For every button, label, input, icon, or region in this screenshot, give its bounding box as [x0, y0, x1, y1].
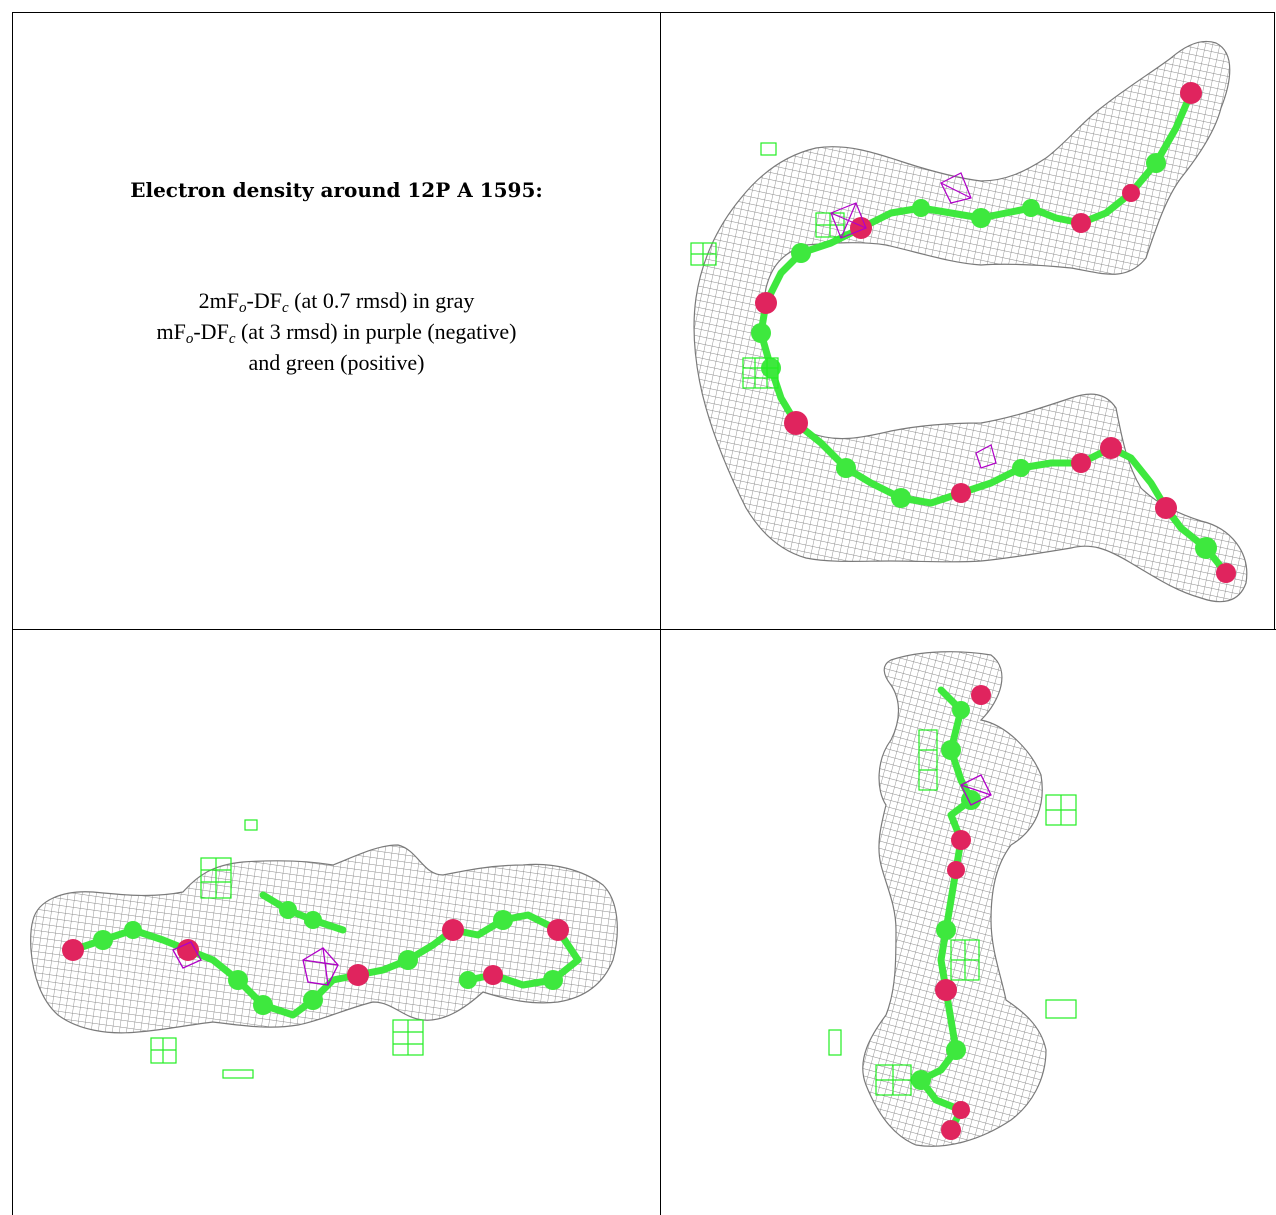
legend-line2-b: -DF — [193, 319, 229, 344]
positive-difference-density — [690, 142, 845, 389]
legend-line1-a-sub: o — [239, 300, 247, 316]
table-border-right — [1274, 12, 1275, 629]
positive-difference-density — [828, 729, 1077, 1096]
figure-table: Electron density around 12P A 1595: 2mFo… — [12, 12, 1276, 1215]
table-border-top — [12, 12, 1274, 13]
legend-line1-b-sub: c — [281, 300, 289, 316]
legend-line2-a: mF — [156, 319, 186, 344]
molecule-atoms — [62, 901, 569, 1015]
legend-line-green: and green (positive) — [248, 350, 425, 375]
legend-cell: Electron density around 12P A 1595: 2mFo… — [13, 13, 660, 629]
legend-line1-a: 2mF — [198, 288, 239, 313]
legend-title: Electron density around 12P A 1595: — [130, 178, 543, 202]
negative-difference-density — [830, 172, 997, 469]
legend-line1-rest: (at 0.7 rmsd) in gray — [288, 288, 475, 313]
electron-density-mesh — [30, 844, 618, 1034]
density-view-1 — [661, 13, 1274, 629]
positive-difference-density — [150, 819, 424, 1079]
legend-line1-b: -DF — [246, 288, 282, 313]
density-view-2 — [13, 630, 660, 1215]
table-divider-vertical — [660, 12, 661, 1215]
negative-difference-density — [172, 941, 339, 986]
legend-line-difference: mFo-DFc (at 3 rmsd) in purple (negative) — [13, 316, 660, 347]
legend-line2-b-sub: c — [228, 331, 236, 347]
density-view-3-image — [828, 651, 1077, 1147]
table-divider-horizontal — [12, 629, 1276, 630]
legend-description: 2mFo-DFc (at 0.7 rmsd) in gray mFo-DFc (… — [13, 285, 660, 378]
negative-difference-density — [960, 774, 992, 806]
density-view-3 — [661, 630, 1274, 1215]
legend-line2-rest: (at 3 rmsd) in purple (negative) — [235, 319, 517, 344]
legend-line-gray: 2mFo-DFc (at 0.7 rmsd) in gray — [13, 285, 660, 316]
electron-density-mesh — [693, 40, 1248, 603]
molecule-atoms — [911, 685, 991, 1140]
legend-line2-a-sub: o — [185, 331, 194, 347]
table-border-left — [12, 12, 13, 1215]
molecule-atoms — [751, 82, 1236, 583]
density-view-2-image — [30, 819, 618, 1079]
density-view-1-image — [690, 40, 1248, 603]
